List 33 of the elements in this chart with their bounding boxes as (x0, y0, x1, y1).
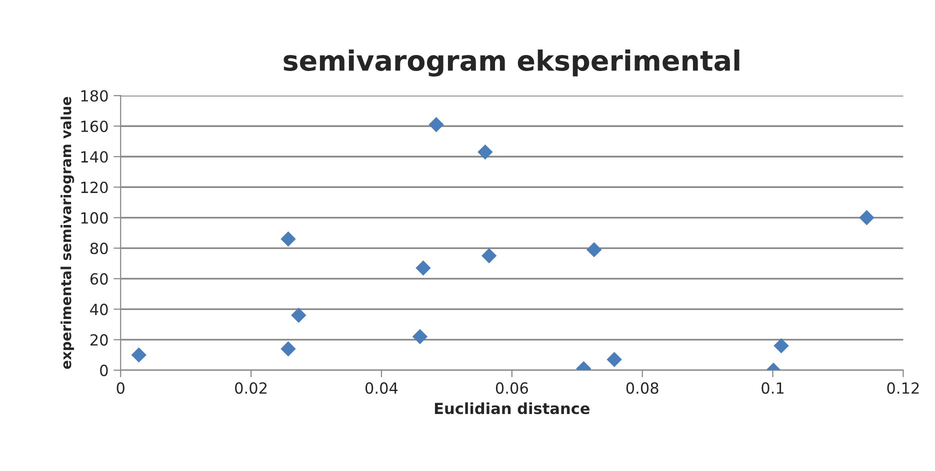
y-tick-label: 100 (81, 212, 108, 224)
point (131, 347, 146, 363)
x-tick-label: 0.12 (887, 382, 919, 394)
y-tick-label: 80 (90, 242, 108, 254)
y-tick-label: 180 (81, 90, 108, 102)
point (481, 248, 497, 264)
point (478, 144, 493, 160)
y-tick-label: 40 (90, 304, 108, 316)
chart-title: semivarogram eksperimental (284, 50, 740, 77)
point (774, 338, 789, 354)
y-tick-label: 20 (90, 334, 108, 346)
x-tick-label: 0.08 (626, 382, 658, 394)
point (859, 210, 874, 226)
x-tick-label: 0.04 (365, 382, 398, 394)
y-tick-label: 160 (81, 120, 108, 132)
x-tick-label: 0 (116, 382, 124, 394)
y-tick-label: 60 (90, 273, 108, 285)
x-tick-label: 0.06 (496, 382, 528, 394)
point (280, 341, 296, 356)
y-axis-title: experimental semivariogram value (60, 96, 74, 369)
point (412, 329, 428, 344)
point (416, 260, 431, 276)
y-tick-label: 140 (81, 151, 108, 163)
x-tick-label: 0.1 (762, 382, 784, 394)
point (428, 116, 444, 132)
point (606, 352, 622, 368)
point (586, 242, 602, 258)
y-tick-label: 120 (81, 182, 108, 194)
y-tick-label: 0 (100, 364, 108, 376)
point (291, 308, 306, 323)
x-axis-title: Euclidian distance (434, 402, 590, 414)
point (280, 231, 296, 247)
x-tick-label: 0.02 (235, 382, 267, 394)
